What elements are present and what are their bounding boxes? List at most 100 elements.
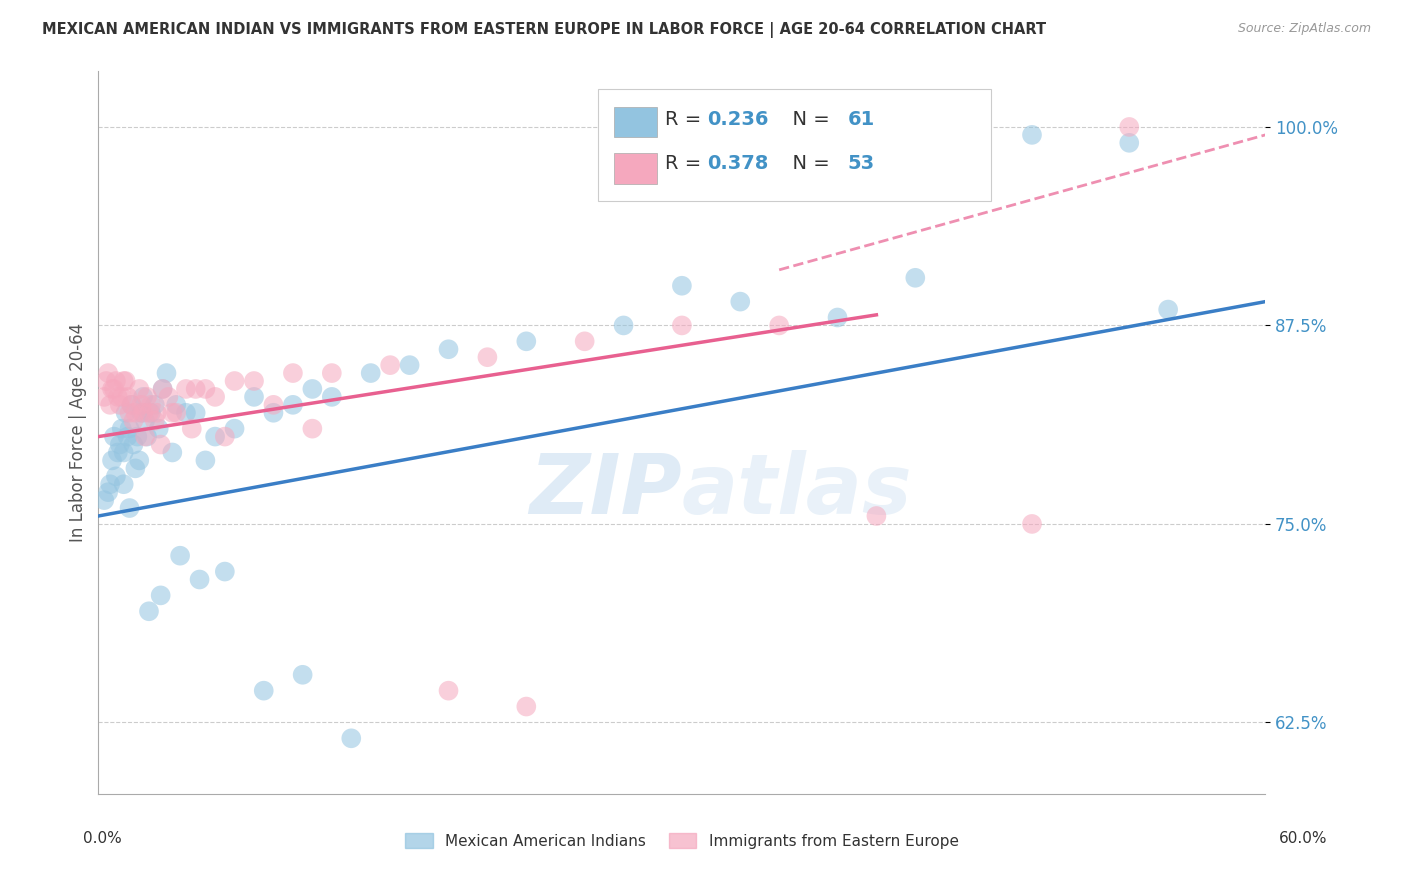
Point [1021, 516, 1043, 531]
Point [437, 683, 460, 698]
Point [134, 414, 156, 428]
Point [827, 310, 849, 325]
Point [281, 366, 304, 380]
Point [98, 398, 121, 412]
Point [243, 390, 266, 404]
Point [97, 485, 120, 500]
Point [243, 374, 266, 388]
Point [111, 390, 134, 404]
Point [128, 382, 150, 396]
Point [122, 414, 145, 428]
Point [574, 334, 596, 349]
Point [101, 453, 124, 467]
Point [162, 445, 184, 459]
Point [301, 422, 323, 436]
Point [146, 406, 169, 420]
Text: 0.0%: 0.0% [83, 831, 122, 846]
Point [149, 588, 172, 602]
Y-axis label: In Labor Force | Age 20-64: In Labor Force | Age 20-64 [69, 323, 87, 542]
Point [104, 469, 127, 483]
Point [865, 508, 887, 523]
Point [139, 406, 162, 420]
Point [97, 366, 120, 380]
Point [1118, 120, 1140, 134]
Text: 0.236: 0.236 [707, 110, 769, 128]
Point [127, 429, 149, 443]
Point [184, 406, 207, 420]
Point [96, 374, 118, 388]
Text: 61: 61 [848, 110, 875, 128]
Point [380, 358, 402, 372]
Point [671, 278, 693, 293]
Point [118, 406, 141, 420]
Point [124, 461, 146, 475]
Point [671, 318, 693, 333]
Point [515, 334, 537, 349]
Point [437, 343, 460, 357]
Point [118, 501, 141, 516]
Point [162, 406, 184, 420]
Point [107, 390, 129, 404]
Point [103, 382, 125, 396]
Text: MEXICAN AMERICAN INDIAN VS IMMIGRANTS FROM EASTERN EUROPE IN LABOR FORCE | AGE 2: MEXICAN AMERICAN INDIAN VS IMMIGRANTS FR… [42, 22, 1046, 38]
Point [515, 699, 537, 714]
Point [108, 437, 131, 451]
Point [103, 429, 125, 443]
Legend: Mexican American Indians, Immigrants from Eastern Europe: Mexican American Indians, Immigrants fro… [399, 827, 965, 855]
Point [122, 437, 145, 451]
Point [121, 398, 143, 412]
Point [112, 445, 135, 459]
Point [1118, 136, 1140, 150]
Point [262, 398, 284, 412]
Point [321, 366, 343, 380]
Point [112, 374, 135, 388]
Point [174, 382, 197, 396]
Point [1021, 128, 1043, 142]
Text: Source: ZipAtlas.com: Source: ZipAtlas.com [1237, 22, 1371, 36]
Point [136, 429, 159, 443]
Point [730, 294, 752, 309]
Text: atlas: atlas [682, 450, 912, 531]
Point [124, 406, 146, 420]
Point [93, 493, 115, 508]
Point [360, 366, 382, 380]
Point [138, 604, 160, 618]
Point [204, 429, 226, 443]
Text: N =: N = [780, 154, 837, 173]
Point [114, 374, 136, 388]
Point [301, 382, 323, 396]
Point [194, 453, 217, 467]
Point [165, 398, 187, 412]
Text: R =: R = [665, 110, 707, 128]
Point [262, 406, 284, 420]
Point [188, 573, 211, 587]
Point [117, 390, 139, 404]
Text: R =: R = [665, 154, 707, 173]
Point [155, 366, 177, 380]
Point [118, 422, 141, 436]
Point [121, 398, 143, 412]
Point [194, 382, 217, 396]
Point [253, 683, 276, 698]
Point [117, 429, 139, 443]
Point [93, 390, 115, 404]
Point [214, 429, 236, 443]
Point [152, 382, 174, 396]
Point [112, 477, 135, 491]
Point [904, 270, 927, 285]
Point [321, 390, 343, 404]
Point [128, 453, 150, 467]
Point [139, 398, 162, 412]
Point [224, 422, 246, 436]
Point [114, 406, 136, 420]
Point [132, 390, 155, 404]
Text: 60.0%: 60.0% [1279, 831, 1327, 846]
Point [612, 318, 634, 333]
Point [398, 358, 420, 372]
Text: 53: 53 [848, 154, 875, 173]
Point [152, 382, 174, 396]
Point [143, 398, 166, 412]
Point [148, 422, 170, 436]
Point [136, 390, 159, 404]
Point [768, 318, 790, 333]
